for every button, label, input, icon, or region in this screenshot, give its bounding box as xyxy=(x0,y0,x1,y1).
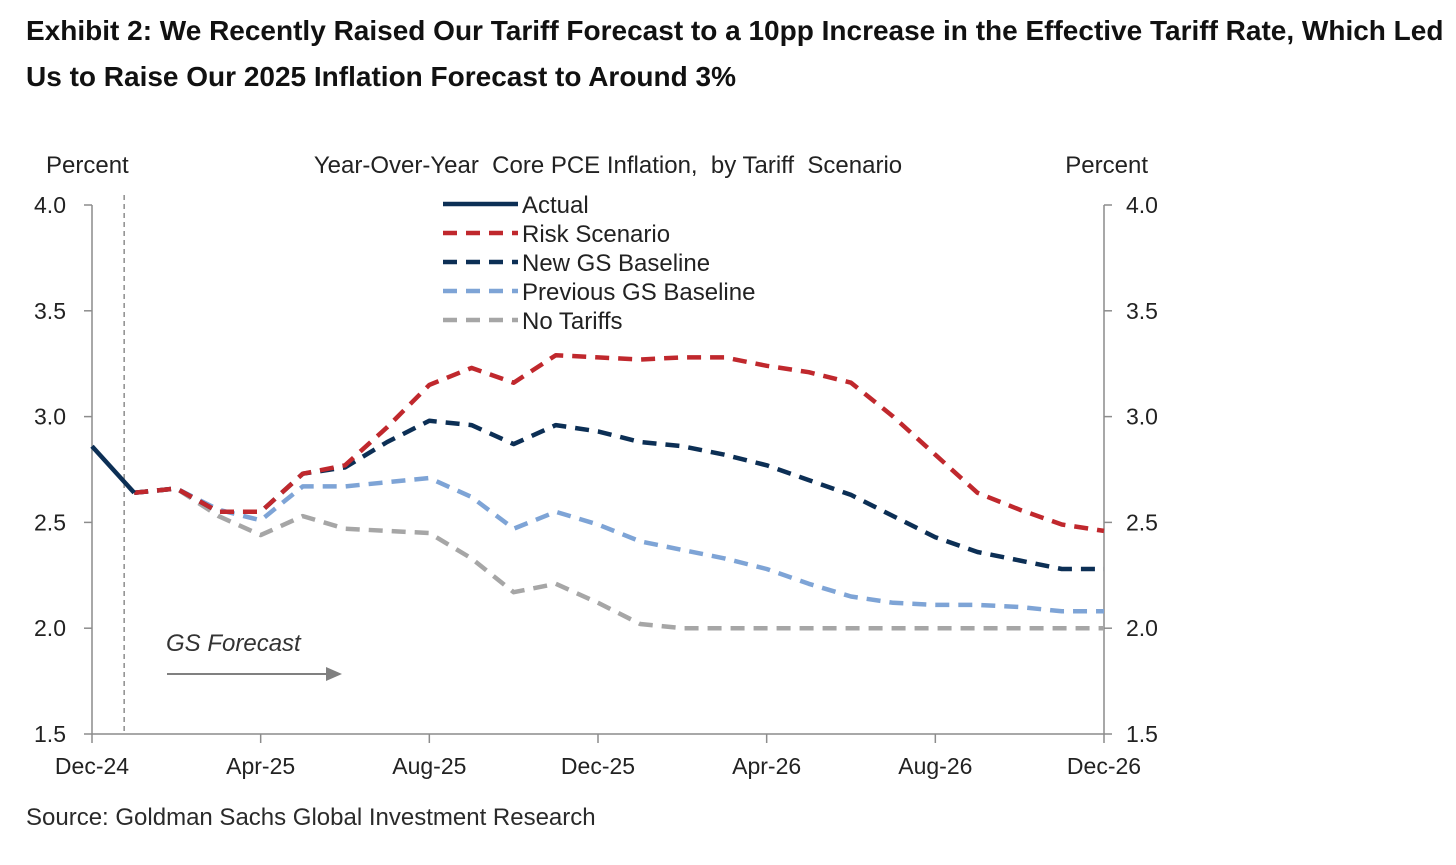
x-tick-label: Dec-24 xyxy=(55,753,129,779)
series-line-previous-gs-baseline xyxy=(133,475,1104,614)
y-tick-label-right: 2.5 xyxy=(1126,509,1158,535)
x-tick-label: Dec-26 xyxy=(1067,753,1141,779)
x-tick-label: Apr-25 xyxy=(226,753,295,779)
x-tick-label: Apr-26 xyxy=(732,753,801,779)
y-tick-label-right: 4.0 xyxy=(1126,192,1158,218)
y-tick-label-left: 4.0 xyxy=(34,192,66,218)
y-tick-label-left: 2.5 xyxy=(34,509,66,535)
x-tick-label: Aug-26 xyxy=(898,753,972,779)
y-tick-label-left: 2.0 xyxy=(34,615,66,641)
y-tick-label-right: 3.5 xyxy=(1126,298,1158,324)
series-line-no-tariffs xyxy=(133,486,1104,631)
forecast-arrow-head xyxy=(326,667,342,681)
y-tick-label-left: 1.5 xyxy=(34,721,66,747)
x-tick-label: Aug-25 xyxy=(392,753,466,779)
chart-title: Year-Over-Year Core PCE Inflation, by Ta… xyxy=(314,152,902,179)
y-axis-right-label: Percent xyxy=(1065,152,1148,179)
y-tick-label-right: 2.0 xyxy=(1126,615,1158,641)
series-line-actual xyxy=(90,444,136,495)
legend-label-actual: Actual xyxy=(522,192,589,219)
legend-label-risk-scenario: Risk Scenario xyxy=(522,221,670,248)
y-tick-label-right: 3.0 xyxy=(1126,404,1158,430)
series-line-new-gs-baseline xyxy=(133,418,1104,572)
exhibit-title: Exhibit 2: We Recently Raised Our Tariff… xyxy=(26,15,1444,92)
series-line-risk-scenario xyxy=(133,352,1105,534)
x-tick-label: Dec-25 xyxy=(561,753,635,779)
forecast-label: GS Forecast xyxy=(166,630,302,657)
y-tick-label-left: 3.5 xyxy=(34,298,66,324)
legend-label-previous-gs-baseline: Previous GS Baseline xyxy=(522,279,755,306)
source-note: Source: Goldman Sachs Global Investment … xyxy=(26,804,596,831)
legend-label-new-gs-baseline: New GS Baseline xyxy=(522,250,710,277)
y-axis-left-label: Percent xyxy=(46,152,129,179)
y-tick-label-right: 1.5 xyxy=(1126,721,1158,747)
y-tick-label-left: 3.0 xyxy=(34,404,66,430)
legend-label-no-tariffs: No Tariffs xyxy=(522,308,623,335)
